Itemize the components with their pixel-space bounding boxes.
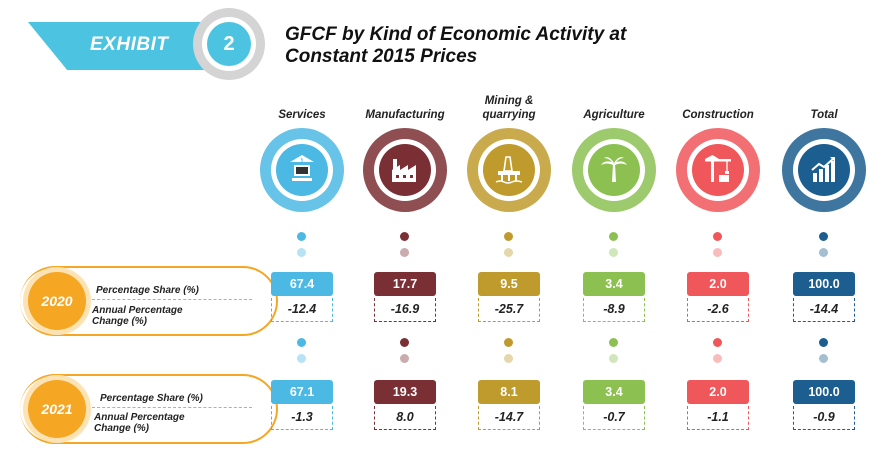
change-value-2020: -16.9 — [374, 298, 436, 322]
share-value-2021: 19.3 — [374, 380, 436, 404]
category-label: Construction — [682, 109, 754, 121]
connector-dot — [609, 248, 618, 257]
connector-dot — [504, 354, 513, 363]
change-label: Annual Percentage Change (%) — [92, 305, 183, 327]
change-value-2021: -0.9 — [793, 406, 855, 430]
change-value-2021: -1.1 — [687, 406, 749, 430]
share-value-2021: 67.1 — [271, 380, 333, 404]
exhibit-number-badge: 2 — [193, 8, 265, 80]
year-row-2021: 2021 Percentage Share (%) Annual Percent… — [20, 374, 278, 444]
connector-dot — [297, 232, 306, 241]
change-value-2020: -25.7 — [478, 298, 540, 322]
connector-dot — [400, 354, 409, 363]
change-value-2020: -2.6 — [687, 298, 749, 322]
svg-text:$: $ — [300, 158, 303, 164]
connector-dot — [609, 354, 618, 363]
oil-rig-icon — [483, 144, 535, 196]
bank-computer-icon: $ — [276, 144, 328, 196]
category-ring — [676, 128, 760, 212]
share-value-2021: 8.1 — [478, 380, 540, 404]
year-badge: 2020 — [28, 272, 86, 330]
divider — [92, 299, 252, 300]
share-value-2020: 100.0 — [793, 272, 855, 296]
share-value-2020: 17.7 — [374, 272, 436, 296]
share-value-2020: 3.4 — [583, 272, 645, 296]
connector-dot — [297, 248, 306, 257]
change-value-2020: -12.4 — [271, 298, 333, 322]
connector-dot — [400, 248, 409, 257]
growth-chart-icon — [798, 144, 850, 196]
connector-dot — [713, 354, 722, 363]
connector-dot — [609, 232, 618, 241]
change-value-2021: 8.0 — [374, 406, 436, 430]
connector-dot — [819, 338, 828, 347]
year-badge: 2021 — [28, 380, 86, 438]
connector-dot — [504, 338, 513, 347]
connector-dot — [400, 338, 409, 347]
category-label: Services — [278, 109, 326, 121]
share-label: Percentage Share (%) — [100, 393, 203, 404]
connector-dot — [297, 338, 306, 347]
share-value-2021: 100.0 — [793, 380, 855, 404]
change-value-2021: -0.7 — [583, 406, 645, 430]
palm-tree-icon — [588, 144, 640, 196]
exhibit-label: EXHIBIT — [90, 34, 169, 55]
category-ring — [782, 128, 866, 212]
crane-icon — [692, 144, 744, 196]
factory-icon — [379, 144, 431, 196]
exhibit-number: 2 — [207, 22, 251, 66]
exhibit-banner: EXHIBIT — [28, 22, 208, 70]
share-value-2021: 3.4 — [583, 380, 645, 404]
connector-dot — [609, 338, 618, 347]
share-value-2020: 67.4 — [271, 272, 333, 296]
change-value-2021: -14.7 — [478, 406, 540, 430]
connector-dot — [713, 248, 722, 257]
connector-dot — [504, 248, 513, 257]
category-label: Manufacturing — [365, 109, 445, 121]
connector-dot — [713, 232, 722, 241]
connector-dot — [819, 354, 828, 363]
share-value-2020: 2.0 — [687, 272, 749, 296]
change-value-2020: -14.4 — [793, 298, 855, 322]
share-value-2020: 9.5 — [478, 272, 540, 296]
share-label: Percentage Share (%) — [96, 285, 199, 296]
connector-dot — [819, 248, 828, 257]
page-title: GFCF by Kind of Economic Activity at Con… — [285, 24, 627, 67]
change-value-2021: -1.3 — [271, 406, 333, 430]
year-row-2020: 2020 Percentage Share (%) Annual Percent… — [20, 266, 278, 336]
change-label: Annual Percentage Change (%) — [94, 412, 185, 434]
share-value-2021: 2.0 — [687, 380, 749, 404]
category-ring — [572, 128, 656, 212]
category-ring: $ — [260, 128, 344, 212]
connector-dot — [504, 232, 513, 241]
category-label: Agriculture — [583, 109, 645, 121]
category-label: Mining & quarrying — [482, 95, 536, 121]
connector-dot — [400, 232, 409, 241]
category-ring — [363, 128, 447, 212]
category-label: Total — [810, 109, 838, 121]
change-value-2020: -8.9 — [583, 298, 645, 322]
connector-dot — [819, 232, 828, 241]
divider — [92, 407, 252, 408]
connector-dot — [297, 354, 306, 363]
category-ring — [467, 128, 551, 212]
connector-dot — [713, 338, 722, 347]
